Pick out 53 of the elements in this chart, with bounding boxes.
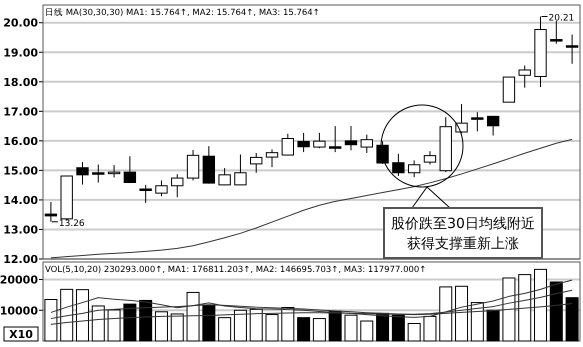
y-tick-label: 17.00: [3, 105, 38, 118]
bar: [328, 310, 342, 342]
bar: [486, 310, 500, 342]
y-tick-label: 19.00: [3, 46, 38, 60]
bar: [566, 297, 579, 342]
bar: [250, 308, 263, 342]
bar: [60, 288, 74, 342]
chart-title: VOL(5,10,20) 230293.000↑, MA1: 176811.203↑, MA2: 146695.703↑, MA3: 117977.000↑: [45, 265, 426, 275]
bar: [502, 277, 516, 342]
bar: [550, 281, 563, 342]
y-tick-label: 14.00: [3, 194, 38, 207]
y-tick-label: 13.00: [3, 223, 38, 236]
bar: [76, 289, 89, 342]
line-series: [50, 138, 573, 258]
annotation: 20.21: [548, 14, 574, 24]
bar: [266, 314, 279, 342]
bar: [186, 292, 200, 342]
bar: [108, 309, 121, 342]
bar: [534, 268, 548, 342]
y-tick-label: 12.00: [3, 253, 38, 266]
y-tick-label: 16.00: [3, 134, 38, 148]
annotation: 13.26: [58, 218, 85, 229]
bar: [281, 306, 294, 342]
y-tick-label: 10000: [0, 304, 38, 318]
bar: [439, 286, 452, 342]
y-tick-label: 18.00: [3, 76, 38, 89]
annotation: 股价跌至30日均线附近: [391, 216, 535, 232]
y-tick-label: 20000: [0, 274, 38, 287]
chart-title: 日线 MA(30,30,30) MA1: 15.764↑, MA2: 15.764↑, MA3: 15.764↑: [45, 7, 320, 18]
bar: [376, 312, 390, 342]
bar: [518, 274, 532, 342]
bar: [92, 305, 105, 342]
y-tick-label: 15.00: [3, 164, 38, 178]
bar: [139, 300, 152, 342]
bar: [455, 286, 468, 342]
y-tick-label: 20.00: [3, 16, 38, 30]
bar: [297, 317, 310, 342]
bar: [202, 304, 216, 342]
bar: [392, 314, 405, 342]
bar: [218, 317, 232, 342]
bar: [344, 314, 358, 342]
annotation: 获得支撑重新上涨: [407, 236, 519, 252]
bar: [470, 302, 484, 342]
bar: [408, 322, 421, 342]
y-axis-title: X10: [9, 328, 34, 341]
bar: [170, 313, 184, 342]
bar: [154, 311, 168, 342]
bar: [123, 304, 136, 342]
bar: [312, 318, 326, 342]
bar: [234, 310, 247, 342]
bar: [44, 299, 58, 342]
bar: [423, 316, 436, 342]
bar: [360, 320, 374, 342]
